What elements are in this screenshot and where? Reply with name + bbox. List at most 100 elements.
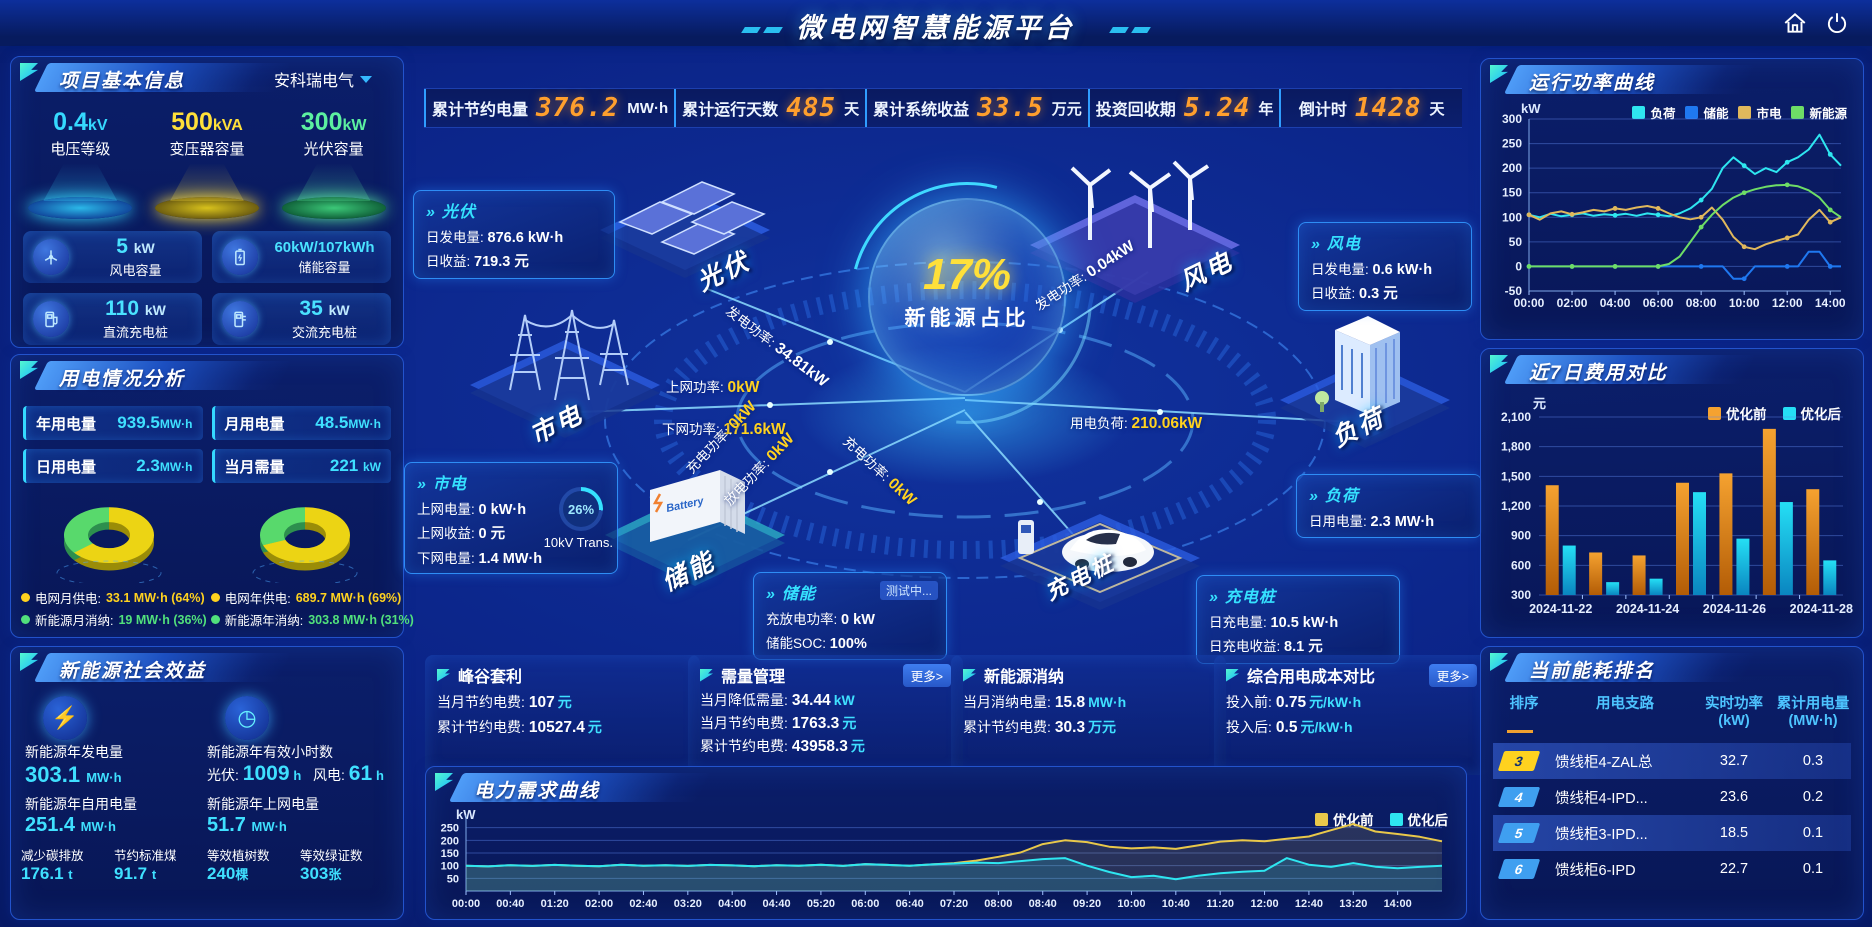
kpi-payback-period: 投资回收期 5.24 年: [1087, 89, 1280, 127]
realtime-power: 23.6: [1719, 789, 1749, 805]
table-row[interactable]: 5 馈线柜3-IPD... 18.5 0.1: [1493, 815, 1851, 851]
donut-charts: [11, 483, 403, 583]
kpi-system-revenue: 累计系统收益 33.5 万元: [865, 89, 1088, 127]
svg-text:12:00: 12:00: [1772, 296, 1803, 310]
header-deco-left: [740, 20, 784, 38]
svg-text:300: 300: [1511, 588, 1531, 602]
rank-badge: 4: [1497, 787, 1541, 807]
flow-grid-export: 上网功率: 0kW: [666, 379, 760, 396]
svg-text:2024-11-24: 2024-11-24: [1616, 602, 1679, 616]
legend-item[interactable]: 负荷: [1632, 103, 1675, 122]
legend-item[interactable]: 优化后: [1782, 403, 1841, 423]
legend-item[interactable]: 优化后: [1389, 809, 1448, 829]
grid-node-illustration: [470, 309, 660, 438]
battery-icon: [222, 239, 258, 275]
table-row[interactable]: 3 馈线柜4-ZAL总 32.7 0.3: [1493, 743, 1851, 779]
kpi-bar: 累计节约电量 376.2 MW·h 累计运行天数 485 天 累计系统收益 33.5 万元 …: [424, 88, 1462, 128]
card-ac-charger: 35 kW 交流充电桩: [212, 293, 391, 345]
month-donut-chart: [56, 507, 162, 583]
chevron-down-icon: [360, 75, 372, 83]
svg-text:12:00: 12:00: [1250, 898, 1278, 910]
benefit-to-grid: 新能源年上网电量 51.7 MW·h: [207, 796, 319, 836]
table-row[interactable]: 4 馈线柜4-IPD... 23.6 0.2: [1493, 779, 1851, 815]
legend-swatch: [1738, 106, 1752, 119]
home-icon[interactable]: [1782, 10, 1808, 36]
stat-day-usage: 日用电量 2.3MW·h: [23, 449, 203, 483]
legend-swatch: [1782, 406, 1796, 420]
power-panel-title: 运行功率曲线: [1529, 73, 1656, 94]
legend-swatch: [1685, 106, 1699, 119]
table-row[interactable]: 6 馈线柜6-IPD 22.7 0.1: [1493, 851, 1851, 885]
svg-text:1,800: 1,800: [1501, 440, 1531, 454]
benefit-self-use: 新能源年自用电量 251.4 MW·h: [25, 796, 137, 836]
card-corner-icon: [700, 668, 713, 682]
ranking-table: 排序 用电支路 实时功率 (kW) 累计用电量 (MW·h) 3 馈线柜4-ZAL总 3…: [1481, 686, 1863, 885]
more-button[interactable]: 更多>: [902, 663, 951, 687]
more-button[interactable]: 更多>: [1428, 663, 1477, 687]
social-benefit-panel: 新能源社会效益 ⚡ 新能源年发电量 303.1 MW·h ◷ 新能源年有效小时数…: [10, 646, 404, 920]
total-energy: 0.2: [1802, 789, 1824, 805]
header-deco-right: [1108, 20, 1152, 38]
power-curve-panel: 运行功率曲线 kW 负荷 储能 市电 新能源 -50 0 50 100 150 200 250 30…: [1480, 58, 1864, 340]
wind-node-illustration: [1030, 160, 1240, 303]
svg-text:200: 200: [441, 835, 459, 847]
svg-text:00:00: 00:00: [1514, 296, 1545, 310]
storage-node-illustration: Battery: [605, 470, 785, 586]
svg-text:14:00: 14:00: [1384, 898, 1412, 910]
project-panel-title: 项目基本信息: [59, 71, 186, 92]
charger-node-illustration: [1000, 514, 1200, 610]
benefit-generation: ⚡ 新能源年发电量 303.1 MW·h: [25, 694, 207, 788]
rank-badge: 3: [1497, 751, 1541, 771]
svg-text:2024-11-28: 2024-11-28: [1790, 602, 1853, 616]
branch-name: 馈线柜6-IPD: [1555, 862, 1636, 879]
energy-ranking-panel: 当前能耗排名 排序 用电支路 实时功率 (kW) 累计用电量 (MW·h) 3 馈线柜…: [1480, 646, 1864, 920]
legend-item[interactable]: 优化前: [1708, 403, 1767, 423]
load-info-box: » 负荷 日用电量: 2.3 MW·h: [1296, 474, 1482, 538]
header: 微电网智慧能源平台: [0, 0, 1872, 46]
cost-axis-unit: 元: [1533, 396, 1547, 411]
legend-swatch: [1389, 812, 1403, 826]
legend-item[interactable]: 储能: [1685, 103, 1728, 122]
legend-swatch: [1791, 106, 1805, 119]
peak-valley-card: 峰谷套利 当月节约电费: 107 元 累计节约电费: 10527.4 元: [425, 655, 700, 775]
svg-text:10:00: 10:00: [1117, 898, 1145, 910]
svg-text:1,500: 1,500: [1501, 469, 1531, 483]
card-wind-capacity: 5 kW 风电容量: [23, 231, 202, 283]
power-icon[interactable]: [1824, 10, 1850, 36]
realtime-power: 32.7: [1719, 753, 1749, 769]
svg-text:03:20: 03:20: [674, 898, 702, 910]
wind-info-box: » 风电 日发电量: 0.6 kW·h 日收益: 0.3 元: [1298, 222, 1472, 311]
panel-corner-icon: [1490, 355, 1508, 373]
ranking-rows: 3 馈线柜4-ZAL总 32.7 0.3 4 馈线柜4-IPD... 23.6 0.2 5 馈线柜…: [1493, 743, 1851, 885]
svg-text:08:00: 08:00: [984, 898, 1012, 910]
flow-grid-import: 下网功率: 171.6kW: [662, 421, 786, 438]
svg-text:02:00: 02:00: [1557, 296, 1588, 310]
card-corner-icon: [437, 668, 450, 682]
page-title: 微电网智慧能源平台: [796, 13, 1076, 43]
svg-text:10:00: 10:00: [1729, 296, 1760, 310]
svg-text:2024-11-26: 2024-11-26: [1703, 602, 1766, 616]
total-energy: 0.3: [1802, 753, 1824, 769]
realtime-power: 18.5: [1719, 825, 1749, 841]
company-select[interactable]: 安科瑞电气: [259, 67, 387, 91]
legend-item[interactable]: 市电: [1738, 103, 1781, 122]
benefit-coal: 节约标准煤 91.7 t: [114, 849, 177, 883]
legend-item[interactable]: 优化前: [1315, 809, 1374, 829]
svg-text:100: 100: [441, 861, 459, 873]
cost-legend: 优化前 优化后: [1708, 403, 1841, 423]
svg-text:250: 250: [1502, 137, 1522, 151]
renewable-absorb-card: 新能源消纳 当月消纳电量: 15.8 MW·h 累计节约电费: 30.3 万元: [951, 655, 1226, 775]
kpi-countdown: 倒计时 1428 天: [1279, 89, 1462, 127]
kpi-saved-energy: 累计节约电量 376.2 MW·h: [424, 89, 674, 127]
usage-panel-title: 用电情况分析: [59, 369, 186, 390]
stat-month-demand: 当月需量 221 kW: [211, 449, 391, 483]
svg-text:07:20: 07:20: [940, 898, 968, 910]
svg-text:10:40: 10:40: [1162, 898, 1190, 910]
panel-corner-icon: [20, 63, 38, 81]
realtime-power: 22.7: [1719, 861, 1749, 877]
pv-node-illustration: [600, 181, 770, 278]
renewable-share-label: 新能源占比: [904, 307, 1030, 330]
svg-text:01:20: 01:20: [541, 898, 569, 910]
svg-text:00:40: 00:40: [496, 898, 524, 910]
legend-item[interactable]: 新能源: [1791, 103, 1847, 122]
